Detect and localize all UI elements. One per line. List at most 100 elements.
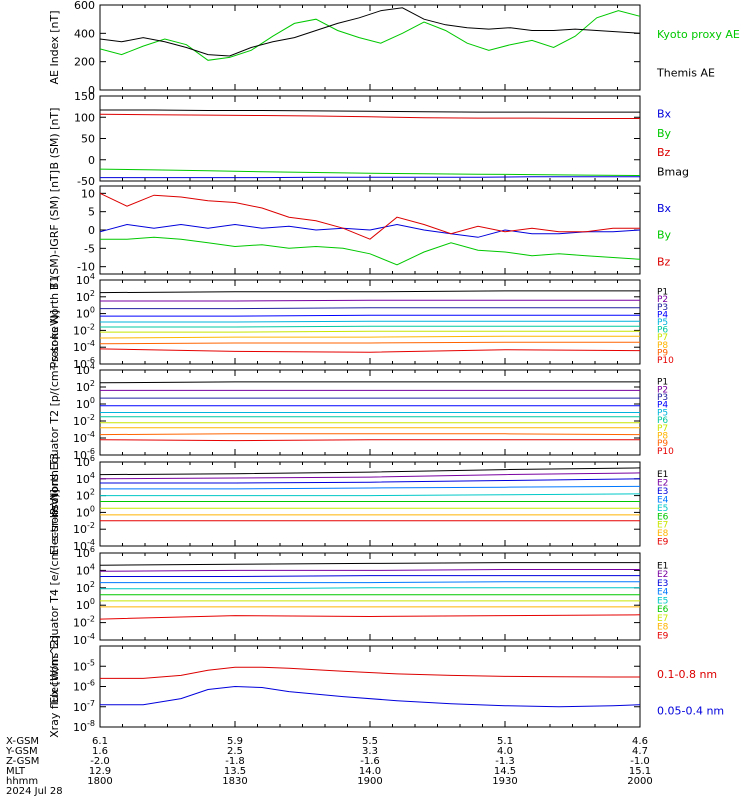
legend-entry: P3 — [657, 303, 668, 313]
legend-entry: E9 — [657, 631, 669, 641]
y-tick-label: 150 — [74, 90, 95, 103]
series-line — [100, 299, 640, 302]
y-tick-label: 100 — [76, 306, 95, 321]
series-line — [100, 320, 640, 323]
series-line — [99, 10, 641, 61]
legend-entry: P6 — [657, 416, 668, 426]
y-tick-label: 104 — [76, 562, 95, 577]
y-tick-label: 10-6 — [73, 356, 95, 371]
legend-entry: P4 — [657, 401, 668, 411]
legend-entry: P8 — [657, 341, 668, 351]
series-line — [99, 433, 641, 436]
series-line — [99, 569, 640, 572]
y-tick-label: 0 — [88, 84, 95, 97]
legend-entry: E3 — [657, 579, 668, 589]
legend-entry: E5 — [657, 596, 668, 606]
y-tick-label: 10-4 — [73, 632, 95, 647]
x-axis-group: X-GSM 6.1 5.9 5.5 5.1 4.6 Y-GSM 1.6 2.5 3.3 4.0 4.7… — [5, 736, 653, 797]
legend-entry: P9 — [657, 439, 668, 449]
series-line — [100, 685, 641, 708]
y-tick-label: 100 — [76, 396, 95, 411]
x-axis-row-value: -1.0 — [630, 756, 650, 767]
series-line — [99, 290, 640, 294]
legend-entry: 0.1-0.8 nm — [657, 668, 717, 681]
legend-entry: Bz — [657, 255, 671, 268]
y-axis-label: B (SM) [nT] — [48, 108, 61, 170]
series-line — [100, 666, 640, 679]
x-axis-row-value: -1.3 — [495, 756, 515, 767]
legend-entry: E6 — [657, 605, 669, 615]
y-axis-label: Protons Equator T2 [p/(cm²-s-sr-keV)] — [48, 310, 61, 515]
series-line — [99, 335, 640, 339]
legend-entry: Themis AE — [656, 67, 715, 80]
y-tick-label: 100 — [76, 597, 95, 612]
series-line — [99, 113, 640, 119]
legend-entry: P2 — [657, 385, 668, 395]
legend-entry: Bmag — [657, 165, 689, 178]
x-axis-row-label: Z-GSM — [6, 756, 39, 767]
legend-entry: E7 — [657, 614, 668, 624]
legend-entry: By — [657, 229, 672, 242]
legend-entry: E3 — [657, 487, 668, 497]
legend-entry: E8 — [657, 623, 669, 633]
x-axis-row-value: -1.8 — [225, 756, 245, 767]
y-tick-label: 10-5 — [73, 658, 95, 673]
legend-entry: E2 — [657, 479, 668, 489]
y-tick-label: -10 — [77, 261, 95, 274]
y-tick-label: 10-2 — [73, 521, 95, 536]
series-line — [99, 7, 641, 57]
x-axis-row-value: 4.7 — [632, 746, 648, 757]
series-line — [99, 381, 640, 384]
legend-entry: E1 — [657, 561, 668, 571]
y-tick-label: 600 — [74, 0, 95, 12]
y-axis-label: Xray flux [W/m^2] — [48, 635, 61, 738]
x-axis-row-value: 4.6 — [632, 736, 648, 747]
legend-entry: E9 — [657, 538, 669, 548]
legend-entry: E1 — [657, 470, 668, 480]
legend-entry: P6 — [657, 326, 668, 336]
series-line — [100, 478, 641, 484]
legend-entry: E8 — [657, 529, 669, 539]
y-tick-label: 400 — [74, 27, 95, 40]
series-line — [99, 168, 641, 176]
y-tick-label: 50 — [81, 133, 95, 146]
x-axis-row-label: X-GSM — [6, 736, 39, 747]
legend-entry: P2 — [657, 295, 668, 305]
legend-entry: P7 — [657, 333, 668, 343]
series-line — [100, 109, 640, 113]
x-axis-row-value: 5.9 — [227, 736, 243, 747]
y-tick-label: 10-2 — [73, 322, 95, 337]
legend-entry: P4 — [657, 310, 668, 320]
x-axis-row-value: -2.0 — [90, 756, 110, 767]
series-line — [99, 562, 640, 566]
legend-entry: P3 — [657, 393, 668, 403]
y-tick-label: 102 — [76, 580, 95, 595]
y-axis-label: Electrons Equator T4 [e/(cm²-s-sr-keV)] — [48, 489, 61, 704]
legend-entry: P1 — [657, 378, 668, 388]
x-axis-row-value: 13.5 — [224, 766, 246, 777]
legend-entry: Bx — [657, 202, 672, 215]
panel-8: 10-8 10-7 10-6 10-5 Xray flux [W/m^2] 0.1-0.8… — [48, 635, 724, 738]
series-line — [100, 176, 640, 179]
y-tick-label: 10-6 — [73, 679, 95, 694]
legend-entry: Kyoto proxy AE — [657, 28, 740, 41]
series-line — [100, 575, 640, 577]
legend-entry: P10 — [657, 447, 674, 457]
panel-frame — [99, 645, 641, 728]
y-tick-label: 10-2 — [73, 413, 95, 428]
legend-entry: E7 — [657, 521, 668, 531]
y-axis-label: Protons North T1 — [48, 276, 61, 369]
x-axis-row-value: 5.1 — [497, 736, 513, 747]
panel-frame — [99, 552, 641, 641]
legend-entry: E2 — [657, 570, 668, 580]
x-axis-row-value: 3.3 — [362, 746, 378, 757]
legend-entry: E4 — [657, 495, 669, 505]
series-line — [99, 439, 640, 442]
y-tick-label: 10-7 — [73, 699, 95, 714]
y-tick-label: 10-6 — [73, 447, 95, 462]
y-axis-label: B (SM)-IGRF (SM) [nT] — [48, 170, 61, 290]
